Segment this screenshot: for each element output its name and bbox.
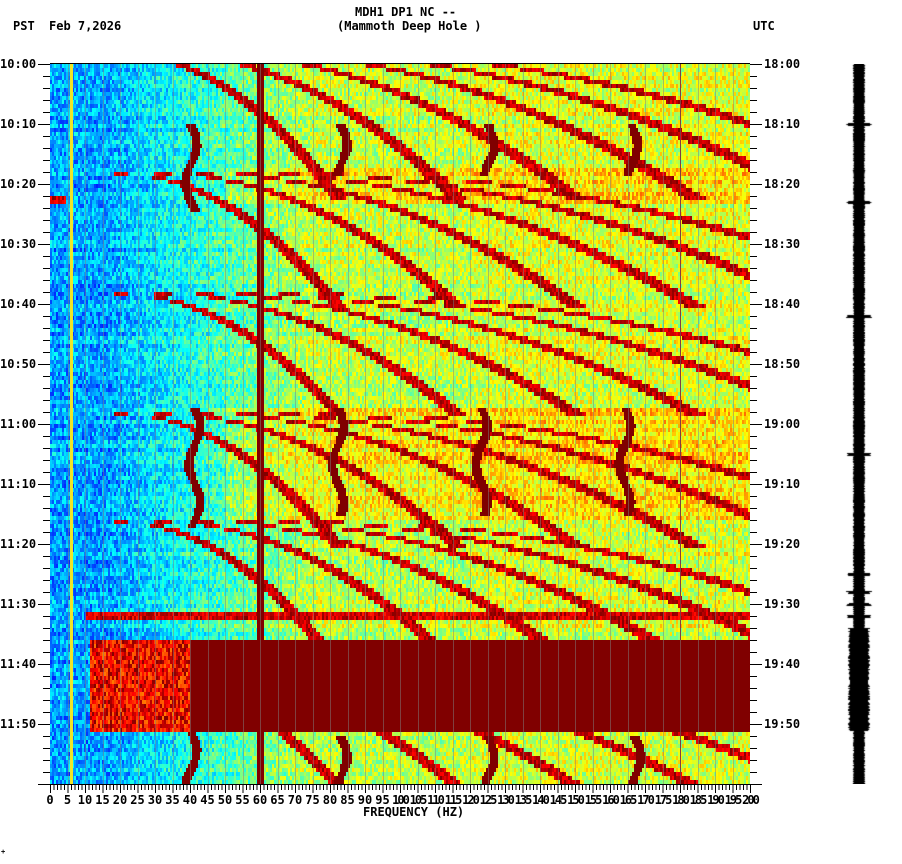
x-tick-label: 95 — [375, 793, 390, 807]
y-tick-label-left: 11:00 — [0, 417, 37, 431]
y-tick-label-right: 19:00 — [764, 417, 801, 431]
right-timezone-label: UTC — [753, 19, 775, 33]
x-tick-label: 90 — [357, 793, 373, 807]
x-tick-label: 160 — [602, 793, 620, 807]
y-tick-label-left: 10:00 — [0, 57, 37, 71]
x-tick-label: 130 — [497, 793, 515, 807]
x-tick-label: 45 — [200, 793, 215, 807]
x-tick-label: 170 — [637, 793, 655, 807]
x-tick-label: 145 — [549, 793, 568, 807]
x-tick-label: 70 — [287, 793, 303, 807]
x-tick-label: 50 — [217, 793, 233, 807]
y-tick-label-right: 19:50 — [764, 717, 801, 731]
x-tick-label: 65 — [270, 793, 285, 807]
x-tick-label: 5 — [63, 793, 72, 807]
y-tick-label-left: 11:20 — [0, 537, 37, 551]
x-tick-label: 125 — [479, 793, 498, 807]
x-tick-label: 35 — [165, 793, 180, 807]
x-tick-label: 25 — [130, 793, 145, 807]
y-tick-label-right: 18:40 — [764, 297, 801, 311]
spectrogram-plot — [50, 64, 750, 784]
x-tick-label: 120 — [462, 793, 480, 807]
y-tick-label-right: 19:40 — [764, 657, 801, 671]
x-tick-label: 60 — [252, 793, 268, 807]
x-tick-label: 20 — [112, 793, 128, 807]
x-tick-label: 195 — [724, 793, 743, 807]
x-tick-label: 0 — [46, 793, 54, 807]
x-tick-label: 175 — [654, 793, 673, 807]
y-tick-label-left: 11:30 — [0, 597, 37, 611]
x-tick-label: 75 — [305, 793, 320, 807]
y-tick-label-left: 10:10 — [0, 117, 37, 131]
x-tick-label: 135 — [514, 793, 533, 807]
y-tick-label-left: 11:40 — [0, 657, 37, 671]
y-tick-label-right: 18:50 — [764, 357, 801, 371]
x-tick-label: 30 — [147, 793, 163, 807]
y-tick-label-left: 11:10 — [0, 477, 37, 491]
y-tick-label-right: 18:30 — [764, 237, 801, 251]
x-tick-label: 200 — [742, 793, 760, 807]
y-tick-label-left: 10:40 — [0, 297, 37, 311]
header-location: (Mammoth Deep Hole ) — [337, 19, 482, 33]
header-station: MDH1 DP1 NC -- — [355, 5, 457, 19]
y-tick-label-left: 11:50 — [0, 717, 37, 731]
y-tick-label-right: 18:10 — [764, 117, 801, 131]
y-tick-label-right: 18:00 — [764, 57, 801, 71]
x-tick-label: 10 — [77, 793, 93, 807]
x-tick-label: 190 — [707, 793, 725, 807]
y-tick-label-left: 10:20 — [0, 177, 37, 191]
y-tick-label-left: 10:50 — [0, 357, 37, 371]
y-tick-label-right: 19:20 — [764, 537, 801, 551]
y-tick-label-right: 19:30 — [764, 597, 801, 611]
y-tick-label-right: 18:20 — [764, 177, 801, 191]
left-timezone-label: PST — [13, 19, 35, 33]
date-label: Feb 7,2026 — [49, 19, 122, 33]
x-tick-label: 80 — [322, 793, 338, 807]
y-tick-label-left: 10:30 — [0, 237, 37, 251]
seismogram-trace — [840, 64, 880, 784]
x-tick-label: 105 — [409, 793, 428, 807]
x-tick-label: 180 — [672, 793, 690, 807]
x-tick-label: 40 — [182, 793, 198, 807]
x-tick-label: 165 — [619, 793, 638, 807]
x-tick-label: 55 — [235, 793, 250, 807]
x-tick-label: 110 — [427, 793, 445, 807]
x-tick-label: 15 — [95, 793, 110, 807]
x-tick-label: 185 — [689, 793, 708, 807]
y-tick-label-right: 19:10 — [764, 477, 801, 491]
x-tick-label: 155 — [584, 793, 603, 807]
x-tick-label: 150 — [567, 793, 585, 807]
x-tick-label: 100 — [392, 793, 410, 807]
x-axis-title: FREQUENCY (HZ) — [363, 805, 465, 819]
x-tick-label: 115 — [444, 793, 463, 807]
x-tick-label: 140 — [532, 793, 550, 807]
x-tick-label: 85 — [340, 793, 355, 807]
footer-mark: + — [1, 848, 6, 856]
